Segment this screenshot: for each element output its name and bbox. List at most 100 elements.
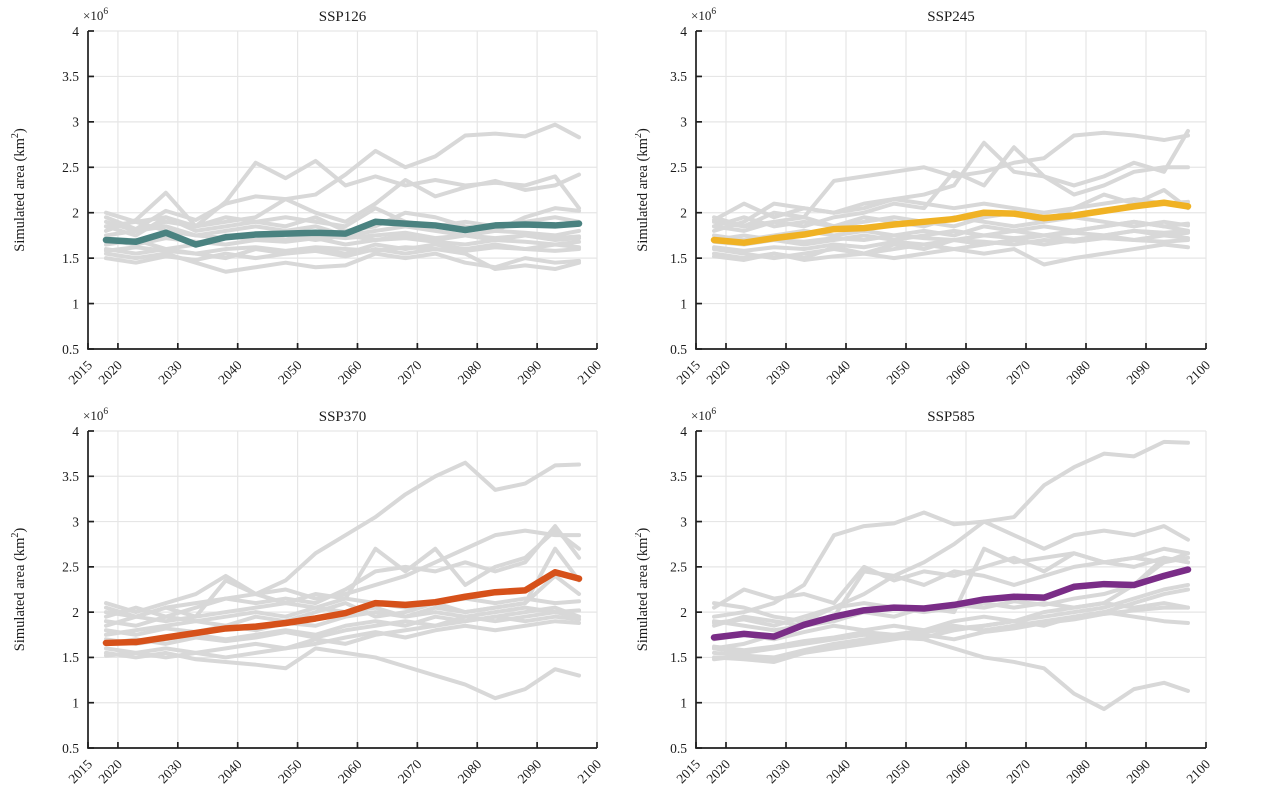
- x-tick-label: 2090: [515, 357, 545, 387]
- ensemble-member-line: [103, 245, 582, 256]
- x-tick-label: 2040: [215, 357, 245, 387]
- ensemble-member-line: [103, 528, 582, 615]
- y-tick-label: 1.5: [62, 650, 79, 665]
- ensemble-member-line: [103, 122, 582, 232]
- ensemble-member-line: [103, 619, 582, 660]
- y-tick-label: 3: [680, 115, 687, 130]
- chart-svg: 2015 2020 2030 2040 2050 2060 2070 2080 2090 2100…: [635, 407, 1213, 786]
- ensemble-member-line: [103, 247, 582, 272]
- x-tick-label: 2060: [943, 357, 973, 387]
- y-tick-label: 4: [680, 24, 687, 39]
- x-tick-label: 2080: [1063, 357, 1093, 387]
- x-tick-label: 2020: [95, 756, 125, 786]
- x-tick-label: 2060: [335, 756, 365, 786]
- y-tick-label: 1: [680, 696, 687, 711]
- y-axis-offset-label: ×106: [83, 407, 108, 423]
- x-tick-label: 2060: [943, 756, 973, 786]
- ensemble-member-line: [103, 219, 582, 242]
- panel-ssp370: 2015 2020 2030 2040 2050 2060 2070 2080 2090 2100…: [0, 400, 635, 799]
- x-tick-label: 2030: [763, 357, 793, 387]
- y-tick-label: 4: [680, 424, 687, 439]
- x-tick-label: 2070: [1003, 756, 1033, 786]
- ensemble-member-line: [712, 130, 1190, 229]
- mean-line: [710, 566, 1192, 641]
- x-tick-label: 2070: [395, 357, 425, 387]
- y-tick-label: 1.5: [670, 650, 687, 665]
- y-axis-label: Simulated area (km2): [635, 528, 651, 652]
- y-tick-label: 2.5: [62, 560, 79, 575]
- x-tick-label: 2015: [65, 756, 95, 786]
- x-tick-label: 2100: [574, 756, 604, 786]
- x-tick-label: 2100: [574, 357, 604, 387]
- ensemble-member-line: [712, 197, 1190, 222]
- panel-ssp126: 2015 2020 2030 2040 2050 2060 2070 2080 2090 2100…: [0, 0, 635, 400]
- y-axis-label: Simulated area (km2): [635, 128, 651, 252]
- ensemble-member-line: [712, 236, 1190, 253]
- x-tick-label: 2080: [1063, 756, 1093, 786]
- x-tick-label: 2100: [1183, 357, 1213, 387]
- x-tick-label: 2050: [275, 357, 305, 387]
- y-tick-label: 2: [72, 206, 79, 221]
- y-tick-label: 3: [680, 514, 687, 529]
- chart-svg: 2015 2020 2030 2040 2050 2060 2070 2080 2090 2100…: [10, 7, 604, 387]
- y-tick-label: 2: [72, 605, 79, 620]
- mean-line: [102, 569, 583, 647]
- y-axis-label: Simulated area (km2): [10, 128, 28, 252]
- y-tick-label: 3.5: [62, 469, 79, 484]
- x-tick-label: 2070: [395, 756, 425, 786]
- y-tick-label: 1.5: [62, 251, 79, 266]
- x-tick-label: 2040: [215, 756, 245, 786]
- x-tick-label: 2100: [1183, 756, 1213, 786]
- y-tick-label: 4: [72, 424, 79, 439]
- y-tick-label: 2.5: [670, 560, 687, 575]
- ensemble-member-line: [103, 573, 582, 637]
- x-tick-label: 2015: [65, 357, 95, 387]
- y-axis-label: Simulated area (km2): [10, 528, 28, 652]
- ensemble-member-line: [103, 610, 582, 646]
- y-tick-label: 3.5: [670, 469, 687, 484]
- y-axis-offset-label: ×106: [83, 7, 108, 23]
- mean-line: [710, 199, 1192, 246]
- y-tick-label: 3: [72, 115, 79, 130]
- ensemble-member-line: [712, 587, 1190, 653]
- y-tick-label: 2.5: [670, 160, 687, 175]
- ensemble-member-line: [712, 128, 1190, 233]
- y-tick-label: 3.5: [62, 69, 79, 84]
- x-tick-label: 2020: [95, 357, 125, 387]
- panel-ssp245: 2015 2020 2030 2040 2050 2060 2070 2080 2090 2100…: [635, 0, 1269, 400]
- ensemble-member-line: [712, 546, 1190, 610]
- y-axis-offset-label: ×106: [691, 7, 716, 23]
- y-tick-label: 3.5: [670, 69, 687, 84]
- y-tick-label: 1: [72, 296, 79, 311]
- ensemble-member-line: [712, 551, 1190, 642]
- x-tick-label: 2080: [455, 357, 485, 387]
- y-tick-label: 3: [72, 514, 79, 529]
- x-tick-label: 2040: [823, 756, 853, 786]
- chart-svg: 2015 2020 2030 2040 2050 2060 2070 2080 2090 2100…: [635, 7, 1213, 387]
- panel-title: SSP370: [319, 409, 367, 425]
- y-tick-label: 2.5: [62, 160, 79, 175]
- ensemble-member-line: [712, 635, 1190, 712]
- x-tick-label: 2040: [823, 357, 853, 387]
- x-tick-label: 2060: [335, 357, 365, 387]
- x-tick-label: 2020: [703, 357, 733, 387]
- ensemble-member-line: [712, 188, 1190, 229]
- y-tick-label: 1: [680, 296, 687, 311]
- panel-title: SSP126: [319, 9, 367, 25]
- x-tick-label: 2070: [1003, 357, 1033, 387]
- x-tick-label: 2090: [1123, 756, 1153, 786]
- y-tick-label: 4: [72, 24, 79, 39]
- x-tick-label: 2030: [763, 756, 793, 786]
- ensemble-member-line: [103, 596, 582, 624]
- mean-line: [102, 218, 583, 248]
- panel-title: SSP245: [927, 9, 975, 25]
- x-tick-label: 2050: [883, 756, 913, 786]
- chart-svg: 2015 2020 2030 2040 2050 2060 2070 2080 2090 2100…: [10, 407, 604, 786]
- panel-ssp585: 2015 2020 2030 2040 2050 2060 2070 2080 2090 2100…: [635, 400, 1269, 799]
- y-axis-offset-label: ×106: [691, 407, 716, 423]
- y-tick-label: 0.5: [62, 741, 79, 756]
- x-tick-label: 2090: [1123, 357, 1153, 387]
- x-tick-label: 2020: [703, 756, 733, 786]
- x-tick-label: 2090: [515, 756, 545, 786]
